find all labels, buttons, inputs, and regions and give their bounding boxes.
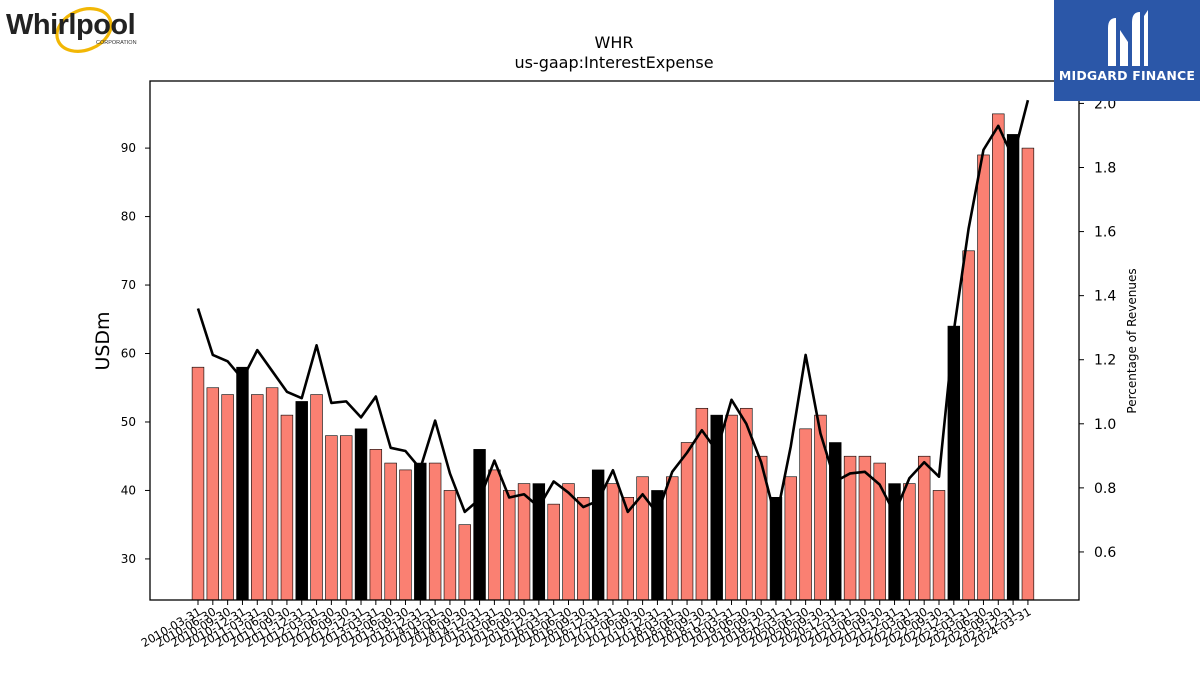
bar (977, 154, 990, 601)
y-axis-label: USDm (92, 311, 114, 370)
bar (458, 524, 471, 601)
bar (265, 387, 279, 601)
whirlpool-swoosh-icon: Whirlpool CORPORATION (6, 7, 137, 53)
x-axis: 2010-03-312010-06-302010-09-302010-12-31… (139, 600, 1033, 650)
y-tick-label: 70 (121, 278, 136, 292)
bar (562, 483, 575, 601)
svg-text:Whirlpool: Whirlpool (6, 9, 135, 41)
line-series (196, 99, 1030, 522)
bar (769, 496, 783, 601)
midgard-finance-wordmark: MIDGARD FINANCE (1058, 68, 1196, 83)
bar (799, 428, 812, 601)
bar (251, 394, 264, 601)
bar (680, 442, 694, 601)
bar (666, 476, 679, 601)
y-tick-label: 90 (121, 141, 136, 155)
bar (295, 401, 308, 601)
bar (339, 435, 353, 601)
bar (784, 476, 798, 601)
bar (236, 366, 249, 601)
bar (577, 496, 590, 601)
bar (191, 366, 205, 601)
y2-tick-label: 1.0 (1094, 417, 1116, 433)
bar (428, 462, 442, 601)
midgard-m-icon (1108, 10, 1148, 66)
y2-tick-label: 0.6 (1094, 545, 1116, 561)
bar (503, 490, 516, 601)
y2-tick-label: 1.2 (1094, 353, 1116, 369)
y2-axis-label: Percentage of Revenues (1125, 268, 1139, 413)
y2-tick-label: 1.4 (1094, 289, 1116, 305)
bar (992, 113, 1005, 601)
y-tick-label: 50 (121, 415, 136, 429)
bar (1021, 147, 1035, 601)
whirlpool-logo: Whirlpool CORPORATION (4, 2, 149, 54)
bar (325, 435, 338, 601)
y2-tick-label: 1.6 (1094, 225, 1116, 241)
bar (710, 414, 723, 601)
bar (903, 483, 916, 601)
y-axis-right: 0.60.81.01.21.41.61.82.0 (1079, 96, 1116, 561)
bar (384, 462, 397, 601)
bar (473, 449, 486, 601)
series-line (196, 99, 1030, 522)
bar (517, 483, 531, 601)
bar (917, 455, 931, 601)
bar (369, 449, 383, 601)
bar (488, 469, 501, 601)
bar (280, 414, 294, 601)
bar (221, 394, 234, 601)
y-tick-label: 30 (121, 552, 136, 566)
bar (962, 250, 975, 601)
bar (414, 462, 427, 601)
y2-tick-label: 0.8 (1094, 481, 1116, 497)
y-tick-label: 80 (121, 210, 136, 224)
bar (843, 455, 857, 601)
bar (310, 394, 323, 601)
bar (1006, 134, 1020, 601)
bar (858, 455, 872, 601)
bar (547, 503, 560, 601)
bar (606, 483, 620, 601)
bar (354, 428, 368, 601)
bar (725, 414, 738, 601)
y-tick-label: 40 (121, 483, 136, 497)
svg-text:CORPORATION: CORPORATION (96, 40, 137, 46)
bar-series (191, 113, 1035, 601)
y-axis-left: 30 40 50 60 70 80 90 (121, 141, 150, 566)
bar (443, 490, 457, 601)
chart-subtitle: us-gaap:InterestExpense (514, 53, 713, 72)
bar (206, 387, 220, 601)
chart-title: WHR (595, 33, 634, 52)
y-tick-label: 60 (121, 347, 136, 361)
bar (399, 469, 412, 601)
midgard-finance-logo: MIDGARD FINANCE (1054, 0, 1200, 101)
y2-tick-label: 1.8 (1094, 161, 1116, 177)
bar (932, 490, 946, 601)
plot-frame (149, 80, 1080, 601)
